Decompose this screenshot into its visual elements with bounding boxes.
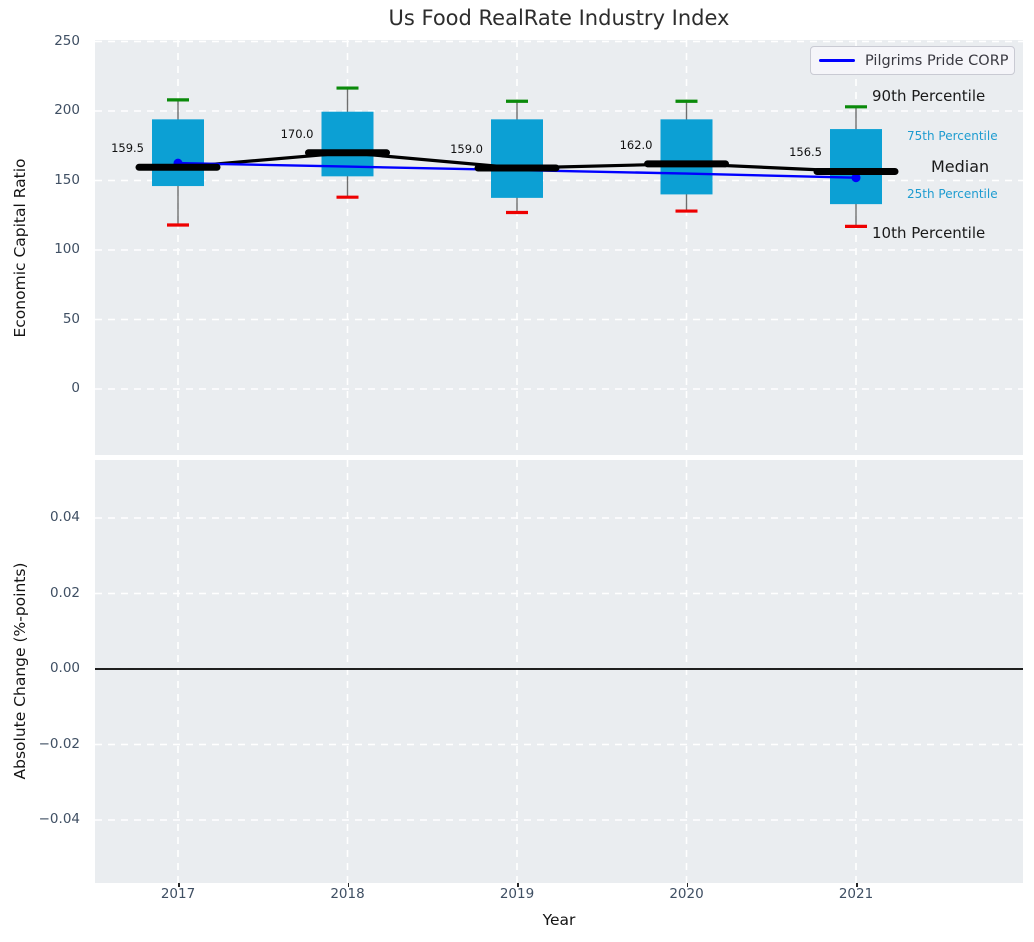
top-y-tick-label: 200 (54, 102, 80, 118)
top-y-tick-label: 150 (54, 171, 80, 188)
median-value-annotation: 156.5 (789, 145, 822, 160)
bottom-y-tick-label: 0.00 (49, 660, 80, 676)
bottom-y-tick-label: 0.04 (49, 509, 80, 525)
percentile-annotation: 10th Percentile (872, 224, 986, 242)
percentile-annotation: Median (931, 157, 990, 176)
percentile-annotation: 75th Percentile (907, 129, 998, 143)
x-tick-mark (347, 883, 349, 887)
iqr-box (152, 119, 204, 187)
legend-label: Pilgrims Pride CORP (865, 52, 1009, 69)
legend-line-icon (819, 59, 855, 62)
plot-canvas (95, 40, 1023, 455)
chart-title: Us Food RealRate Industry Index (388, 6, 730, 30)
top-panel-plot-area (95, 40, 1023, 455)
percentile-annotation: 90th Percentile (872, 87, 986, 105)
median-value-annotation: 162.0 (619, 137, 653, 152)
bottom-y-tick-label: 0.02 (49, 584, 80, 601)
x-tick-label: 2021 (838, 886, 874, 902)
x-tick-mark (178, 883, 180, 887)
x-tick-label: 2019 (499, 886, 535, 902)
top-y-tick-label: 50 (62, 310, 80, 327)
legend: Pilgrims Pride CORP (810, 46, 1015, 75)
top-y-tick-label: 100 (54, 241, 80, 257)
plot-canvas (95, 460, 1023, 883)
bottom-panel-plot-area (95, 460, 1023, 883)
x-tick-label: 2020 (669, 886, 704, 902)
x-axis-label: Year (542, 911, 576, 929)
median-value-annotation: 159.0 (450, 141, 483, 156)
company-point (851, 173, 861, 183)
x-tick-label: 2017 (160, 886, 196, 902)
median-value-annotation: 170.0 (280, 126, 314, 141)
bottom-y-tick-label: −0.04 (38, 811, 80, 827)
percentile-annotation: 25th Percentile (907, 187, 998, 201)
x-tick-mark (686, 883, 688, 887)
top-y-tick-label: 250 (54, 32, 80, 49)
iqr-box (660, 119, 713, 195)
bottom-y-tick-label: −0.02 (38, 735, 80, 752)
x-tick-mark (856, 883, 858, 887)
median-value-annotation: 159.5 (111, 141, 144, 156)
x-tick-mark (517, 883, 519, 887)
top-y-tick-label: 0 (71, 380, 80, 396)
iqr-box (830, 129, 882, 205)
x-tick-label: 2018 (330, 886, 365, 902)
iqr-box (491, 119, 543, 198)
